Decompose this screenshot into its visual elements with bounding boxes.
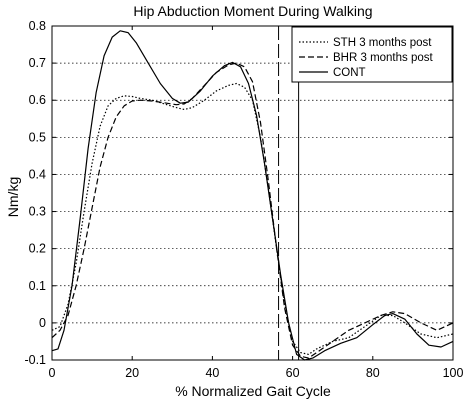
chart-title: Hip Abduction Moment During Walking [133,3,372,19]
series-lines [51,30,454,361]
series-line-dashed [51,62,454,359]
legend-label-cont: CONT [333,67,366,79]
y-tick-label: 0.7 [29,56,46,70]
x-tick-label: 20 [125,366,139,380]
x-tick-label: 0 [49,366,56,380]
tick-labels: -0.100.10.20.30.40.50.60.70.80 20 40 60 80 10… [24,19,463,380]
y-tick-label: -0.1 [24,353,46,367]
y-axis-label: Nm/kg [5,177,21,217]
legend-label-bhr: BHR 3 months post [333,52,434,64]
grid [52,62,453,324]
legend: STH 3 months post BHR 3 months post CONT [291,26,453,83]
legend-box [291,26,453,83]
legend-label-sth: STH 3 months post [333,37,432,49]
y-tick-label: 0 [39,316,46,330]
x-tick-label: 80 [366,366,380,380]
y-tick-label: 0.6 [29,93,46,107]
x-tick-label: 60 [286,366,300,380]
plot-frame [51,25,454,361]
x-tick-label: 100 [443,366,464,380]
y-tick-label: 0.5 [29,130,46,144]
x-tick-label: 40 [205,366,219,380]
y-tick-label: 0.1 [29,279,46,293]
y-tick-label: 0.3 [29,205,46,219]
y-tick-label: 0.8 [29,19,46,33]
series-line-solid [51,30,454,361]
x-axis-label: % Normalized Gait Cycle [175,383,331,399]
y-tick-label: 0.2 [29,242,46,256]
series-line-dotted [51,82,454,355]
y-tick-label: 0.4 [29,167,46,181]
